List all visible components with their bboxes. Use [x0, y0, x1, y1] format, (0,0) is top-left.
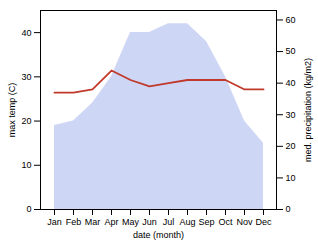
svg-text:30: 30 [21, 72, 31, 82]
svg-text:Jul: Jul [163, 217, 175, 227]
svg-text:max temp (C): max temp (C) [7, 83, 17, 138]
svg-text:0: 0 [26, 204, 31, 214]
svg-text:30: 30 [286, 110, 296, 120]
svg-text:10: 10 [286, 173, 296, 183]
svg-text:Jan: Jan [47, 217, 62, 227]
svg-text:med. precipitation (kg/m2): med. precipitation (kg/m2) [303, 58, 313, 162]
svg-text:Apr: Apr [104, 217, 118, 227]
svg-text:Nov: Nov [236, 217, 253, 227]
svg-text:40: 40 [21, 27, 31, 37]
svg-text:0: 0 [286, 204, 291, 214]
svg-text:50: 50 [286, 46, 296, 56]
svg-text:Dec: Dec [255, 217, 272, 227]
svg-text:May: May [122, 217, 140, 227]
svg-text:60: 60 [286, 15, 296, 25]
svg-text:20: 20 [21, 116, 31, 126]
svg-text:Mar: Mar [85, 217, 101, 227]
svg-text:10: 10 [21, 160, 31, 170]
svg-text:Feb: Feb [66, 217, 82, 227]
svg-text:Sep: Sep [198, 217, 214, 227]
svg-text:40: 40 [286, 78, 296, 88]
svg-text:Oct: Oct [218, 217, 233, 227]
svg-text:Aug: Aug [179, 217, 195, 227]
svg-text:20: 20 [286, 141, 296, 151]
svg-text:Jun: Jun [142, 217, 157, 227]
svg-text:date (month): date (month) [133, 230, 184, 240]
